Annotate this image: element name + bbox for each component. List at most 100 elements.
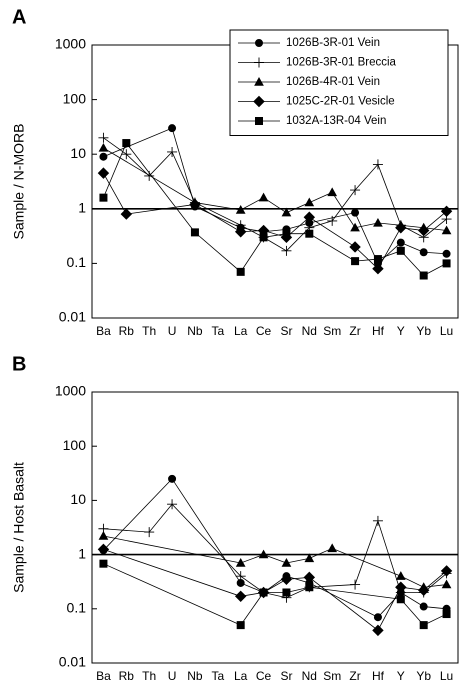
- marker: [372, 624, 384, 637]
- marker: [303, 211, 316, 223]
- legend-label: 1025C-2R-01 Vesicle: [286, 96, 395, 108]
- x-tick-label: Ta: [211, 324, 224, 338]
- x-tick-label: Nd: [302, 669, 317, 683]
- x-tick-label: Sm: [323, 669, 341, 683]
- marker: [259, 588, 268, 597]
- marker: [258, 192, 269, 202]
- marker: [254, 76, 264, 86]
- marker: [441, 579, 452, 589]
- series-line: [103, 563, 447, 626]
- marker: [441, 225, 452, 235]
- y-tick-label: 1000: [55, 36, 86, 52]
- x-tick-label: Th: [142, 669, 156, 683]
- marker: [442, 610, 451, 619]
- x-tick-label: Rb: [119, 324, 135, 338]
- marker: [419, 248, 428, 257]
- marker: [327, 215, 338, 226]
- legend-label: 1026B-4R-01 Vein: [286, 76, 380, 88]
- x-tick-label: Hf: [372, 324, 385, 338]
- y-tick-label: 0.01: [59, 654, 86, 670]
- marker: [120, 208, 133, 220]
- x-tick-label: Nd: [302, 324, 317, 338]
- series-line: [103, 172, 447, 270]
- legend-box: [229, 29, 449, 136]
- marker: [255, 39, 263, 47]
- marker: [373, 217, 383, 227]
- y-tick-label: 10: [70, 145, 86, 161]
- marker: [98, 531, 109, 540]
- marker: [254, 57, 264, 68]
- series-line: [103, 127, 447, 265]
- marker: [372, 515, 383, 526]
- series-line: [103, 548, 447, 631]
- marker: [236, 621, 245, 630]
- x-tick-label: Yb: [416, 324, 431, 338]
- x-tick-label: Hf: [372, 669, 385, 683]
- marker: [440, 565, 453, 577]
- series-line: [103, 478, 447, 618]
- marker: [372, 159, 383, 170]
- marker: [304, 553, 315, 563]
- marker: [255, 117, 263, 125]
- marker: [372, 262, 384, 275]
- x-tick-label: Sm: [323, 324, 341, 338]
- marker: [442, 249, 451, 258]
- y-tick-label: 100: [63, 437, 87, 453]
- series-line: [103, 535, 447, 588]
- marker: [417, 584, 430, 596]
- y-tick-label: 0.1: [67, 600, 87, 616]
- series-line: [103, 503, 447, 599]
- marker: [395, 581, 407, 593]
- x-tick-label: Ba: [96, 324, 111, 338]
- marker: [236, 267, 245, 276]
- x-tick-label: Zr: [349, 324, 360, 338]
- panel-label: A: [12, 6, 26, 28]
- marker: [419, 602, 428, 611]
- marker: [373, 255, 382, 264]
- y-tick-label: 1: [78, 545, 86, 561]
- marker: [167, 146, 178, 157]
- x-tick-label: Rb: [119, 669, 135, 683]
- marker: [258, 549, 269, 559]
- x-tick-label: Yb: [416, 669, 431, 683]
- marker: [351, 208, 360, 217]
- marker: [122, 139, 131, 148]
- legend-label: 1032A-13R-04 Vein: [286, 115, 386, 127]
- marker: [99, 152, 108, 161]
- x-tick-label: U: [168, 669, 177, 683]
- x-tick-label: La: [234, 324, 248, 338]
- x-tick-label: Lu: [440, 669, 453, 683]
- legend-label: 1026B-3R-01 Breccia: [286, 57, 397, 69]
- marker: [121, 149, 132, 160]
- marker: [396, 238, 405, 247]
- marker: [396, 246, 405, 255]
- y-axis-label: Sample / N-MORB: [11, 124, 27, 240]
- marker: [98, 142, 109, 152]
- series-line: [103, 147, 447, 231]
- marker: [234, 226, 247, 238]
- x-tick-label: Ce: [256, 324, 272, 338]
- marker: [303, 571, 316, 584]
- marker: [440, 205, 453, 218]
- y-axis-label: Sample / Host Basalt: [11, 462, 27, 593]
- plot-frame: [91, 391, 459, 664]
- marker: [419, 621, 428, 630]
- marker: [305, 583, 314, 592]
- marker: [234, 590, 247, 603]
- y-tick-label: 0.01: [59, 309, 86, 325]
- marker: [97, 167, 110, 179]
- x-tick-label: Ba: [96, 669, 111, 683]
- marker: [235, 557, 246, 567]
- marker: [235, 204, 246, 214]
- marker: [167, 499, 178, 510]
- marker: [98, 132, 109, 143]
- x-tick-label: Y: [397, 669, 405, 683]
- marker: [281, 207, 292, 217]
- x-tick-label: Sr: [280, 669, 292, 683]
- marker: [190, 228, 199, 237]
- x-tick-label: La: [234, 669, 248, 683]
- marker: [305, 229, 314, 238]
- marker: [395, 222, 407, 234]
- x-tick-label: U: [168, 324, 177, 338]
